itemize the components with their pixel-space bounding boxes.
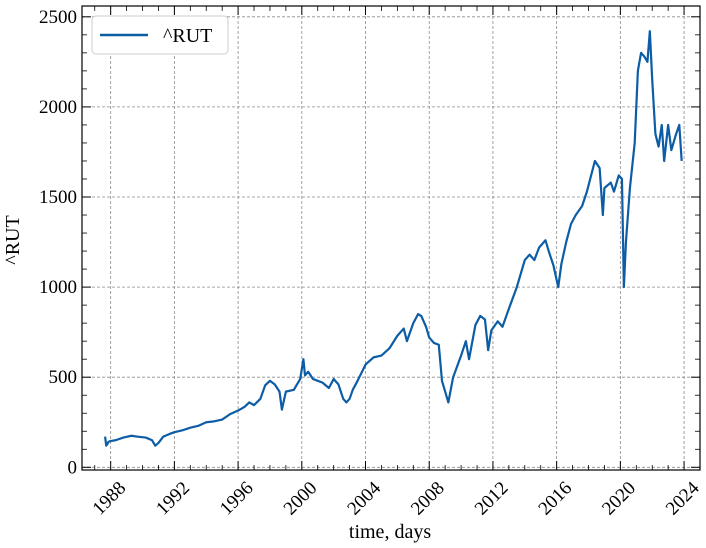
x-tick-label: 2016 bbox=[535, 478, 577, 520]
x-tick-label: 2024 bbox=[662, 477, 704, 519]
grid-lines bbox=[82, 6, 700, 470]
x-tick-label: 2020 bbox=[598, 478, 640, 520]
legend-box bbox=[91, 15, 229, 55]
x-tick-label: 1996 bbox=[216, 478, 258, 520]
y-tick-label: 2000 bbox=[39, 97, 77, 118]
x-tick-label: 2004 bbox=[343, 477, 385, 519]
x-tick-label: 1992 bbox=[152, 478, 194, 520]
x-tick-label: 2008 bbox=[407, 478, 449, 520]
x-axis-title: time, days bbox=[349, 521, 431, 543]
legend-label: ^RUT bbox=[163, 25, 212, 47]
series-layer bbox=[104, 30, 683, 447]
y-axis-title: ^RUT bbox=[2, 215, 24, 264]
tick-labels: 1988 1992 1996 2000 2004 2008 2012 2016 2020 2024… bbox=[39, 7, 704, 520]
legend: ^RUT bbox=[91, 15, 229, 55]
y-tick-label: 2500 bbox=[39, 7, 77, 28]
y-tick-label: 0 bbox=[68, 457, 78, 478]
x-tick-label: 2000 bbox=[280, 478, 322, 520]
y-tick-label: 1000 bbox=[39, 277, 77, 298]
axis-ticks bbox=[82, 6, 701, 470]
plot-frame bbox=[81, 5, 701, 471]
series-line bbox=[104, 30, 683, 447]
y-tick-label: 1500 bbox=[39, 187, 77, 208]
y-tick-label: 500 bbox=[49, 367, 78, 388]
x-tick-label: 2012 bbox=[471, 478, 513, 520]
x-tick-label: 1988 bbox=[89, 478, 131, 520]
